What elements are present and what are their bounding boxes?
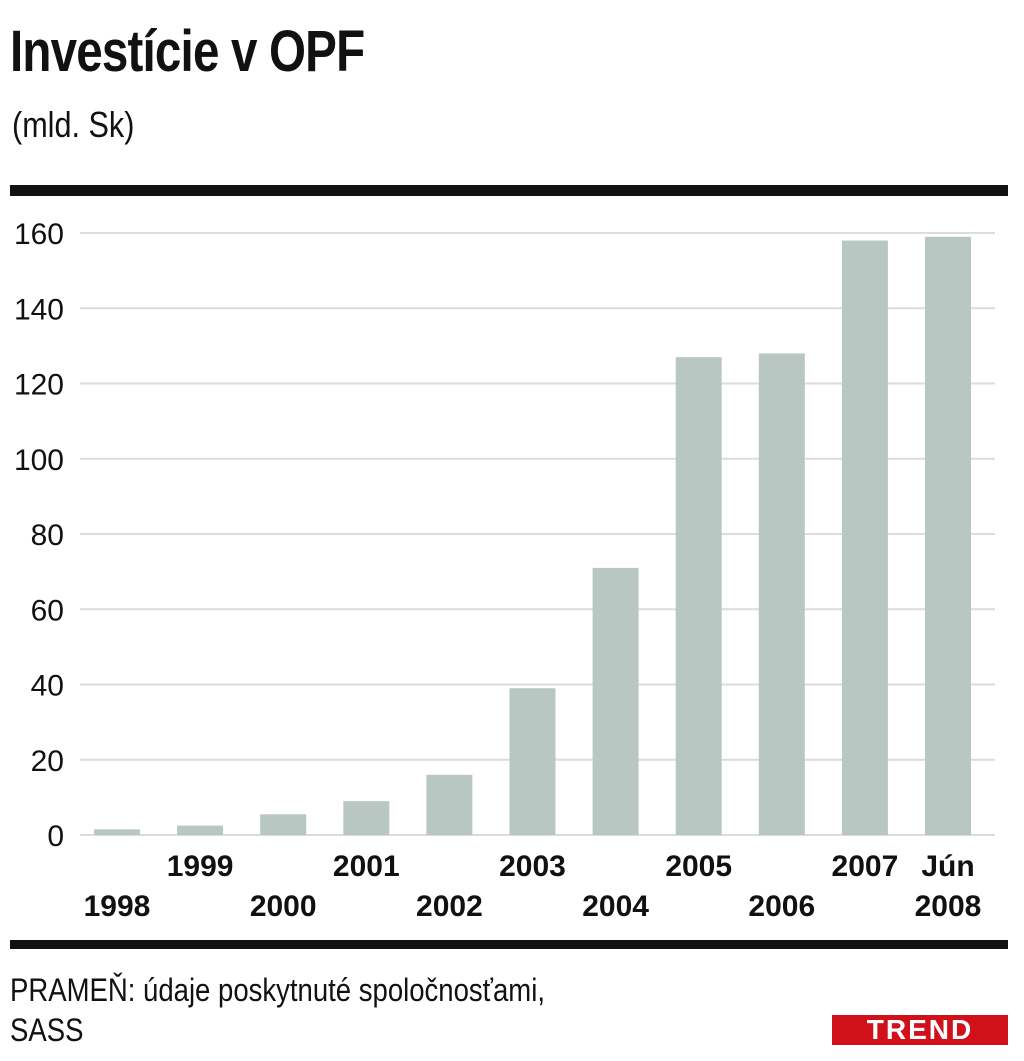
y-tick-label: 80: [31, 519, 64, 552]
x-tick-label: 2005: [665, 850, 732, 883]
x-tick-label: 2000: [250, 890, 317, 923]
source-note: PRAMEŇ: údaje poskytnuté spoločnosťami, …: [10, 970, 545, 1050]
trend-logo: TREND: [832, 1015, 1008, 1045]
bar-1999: [177, 825, 224, 835]
y-tick-label: 40: [31, 670, 64, 703]
x-tick-label: 2003: [499, 850, 566, 883]
bar-2002: [426, 774, 473, 835]
y-tick-label: 100: [14, 444, 64, 477]
bar-1998: [94, 829, 140, 835]
x-tick-label: 2007: [832, 850, 899, 883]
chart-unit-subtitle: (mld. Sk): [12, 104, 135, 145]
bar-2007: [841, 240, 888, 835]
x-tick-label: 1999: [167, 850, 234, 883]
bar-2006: [758, 353, 805, 835]
y-tick-label: 140: [14, 293, 64, 326]
y-axis-tick-labels: 0 20 40 60 80 100 120 140 160: [14, 218, 64, 853]
x-tick-label: 2001: [333, 850, 400, 883]
gridlines: [80, 232, 995, 836]
x-tick-label: 2006: [748, 890, 815, 923]
x-tick-label: 1998: [84, 890, 151, 923]
bar-2005: [675, 357, 722, 835]
bar-jún-2008: [925, 236, 971, 835]
bar-2003: [509, 688, 556, 835]
x-axis-tick-labels: 1998 1999 2000 2001 2002 2003 2004 2005 2006 2007…: [84, 850, 982, 923]
source-line-1: PRAMEŇ: údaje poskytnuté spoločnosťami,: [10, 972, 545, 1008]
chart-title: Investície v OPF: [10, 19, 365, 84]
x-tick-label: Jún 2008: [915, 850, 982, 923]
top-divider: [10, 185, 1008, 196]
bar-2001: [343, 801, 390, 835]
bar-2000: [260, 814, 307, 835]
y-tick-label: 0: [47, 820, 64, 853]
bar-2004: [592, 567, 639, 835]
bottom-divider: [10, 940, 1008, 949]
y-tick-label: 60: [31, 594, 64, 627]
bar-chart: 0 20 40 60 80 100 120 140 160 1998 1999 2000 2001 20…: [14, 218, 995, 923]
y-tick-label: 20: [31, 745, 64, 778]
x-tick-label: 2004: [582, 890, 649, 923]
x-tick-label: 2002: [416, 890, 483, 923]
y-tick-label: 120: [14, 369, 64, 402]
source-line-2: SASS: [10, 1012, 84, 1048]
bars: [94, 236, 971, 835]
y-tick-label: 160: [14, 218, 64, 251]
